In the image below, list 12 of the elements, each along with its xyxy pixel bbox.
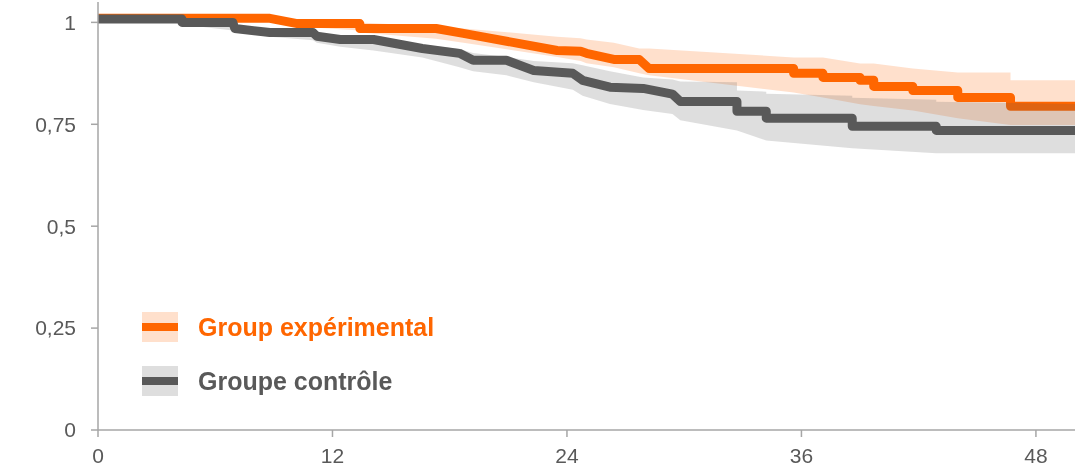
x-tick-label: 0: [92, 444, 104, 467]
x-tick-label: 36: [789, 444, 814, 467]
x-tick-label: 24: [555, 444, 579, 467]
legend-label: Groupe contrôle: [198, 367, 393, 395]
y-tick-label: 0: [64, 418, 76, 442]
y-tick-label: 0,25: [35, 316, 76, 340]
y-tick-label: 0,5: [46, 214, 76, 238]
x-tick-label: 12: [320, 444, 345, 467]
legend-label: Group expérimental: [198, 313, 435, 341]
x-tick-label: 48: [1024, 444, 1048, 467]
y-tick-label: 1: [64, 10, 76, 34]
y-tick-label: 0,75: [35, 112, 76, 136]
